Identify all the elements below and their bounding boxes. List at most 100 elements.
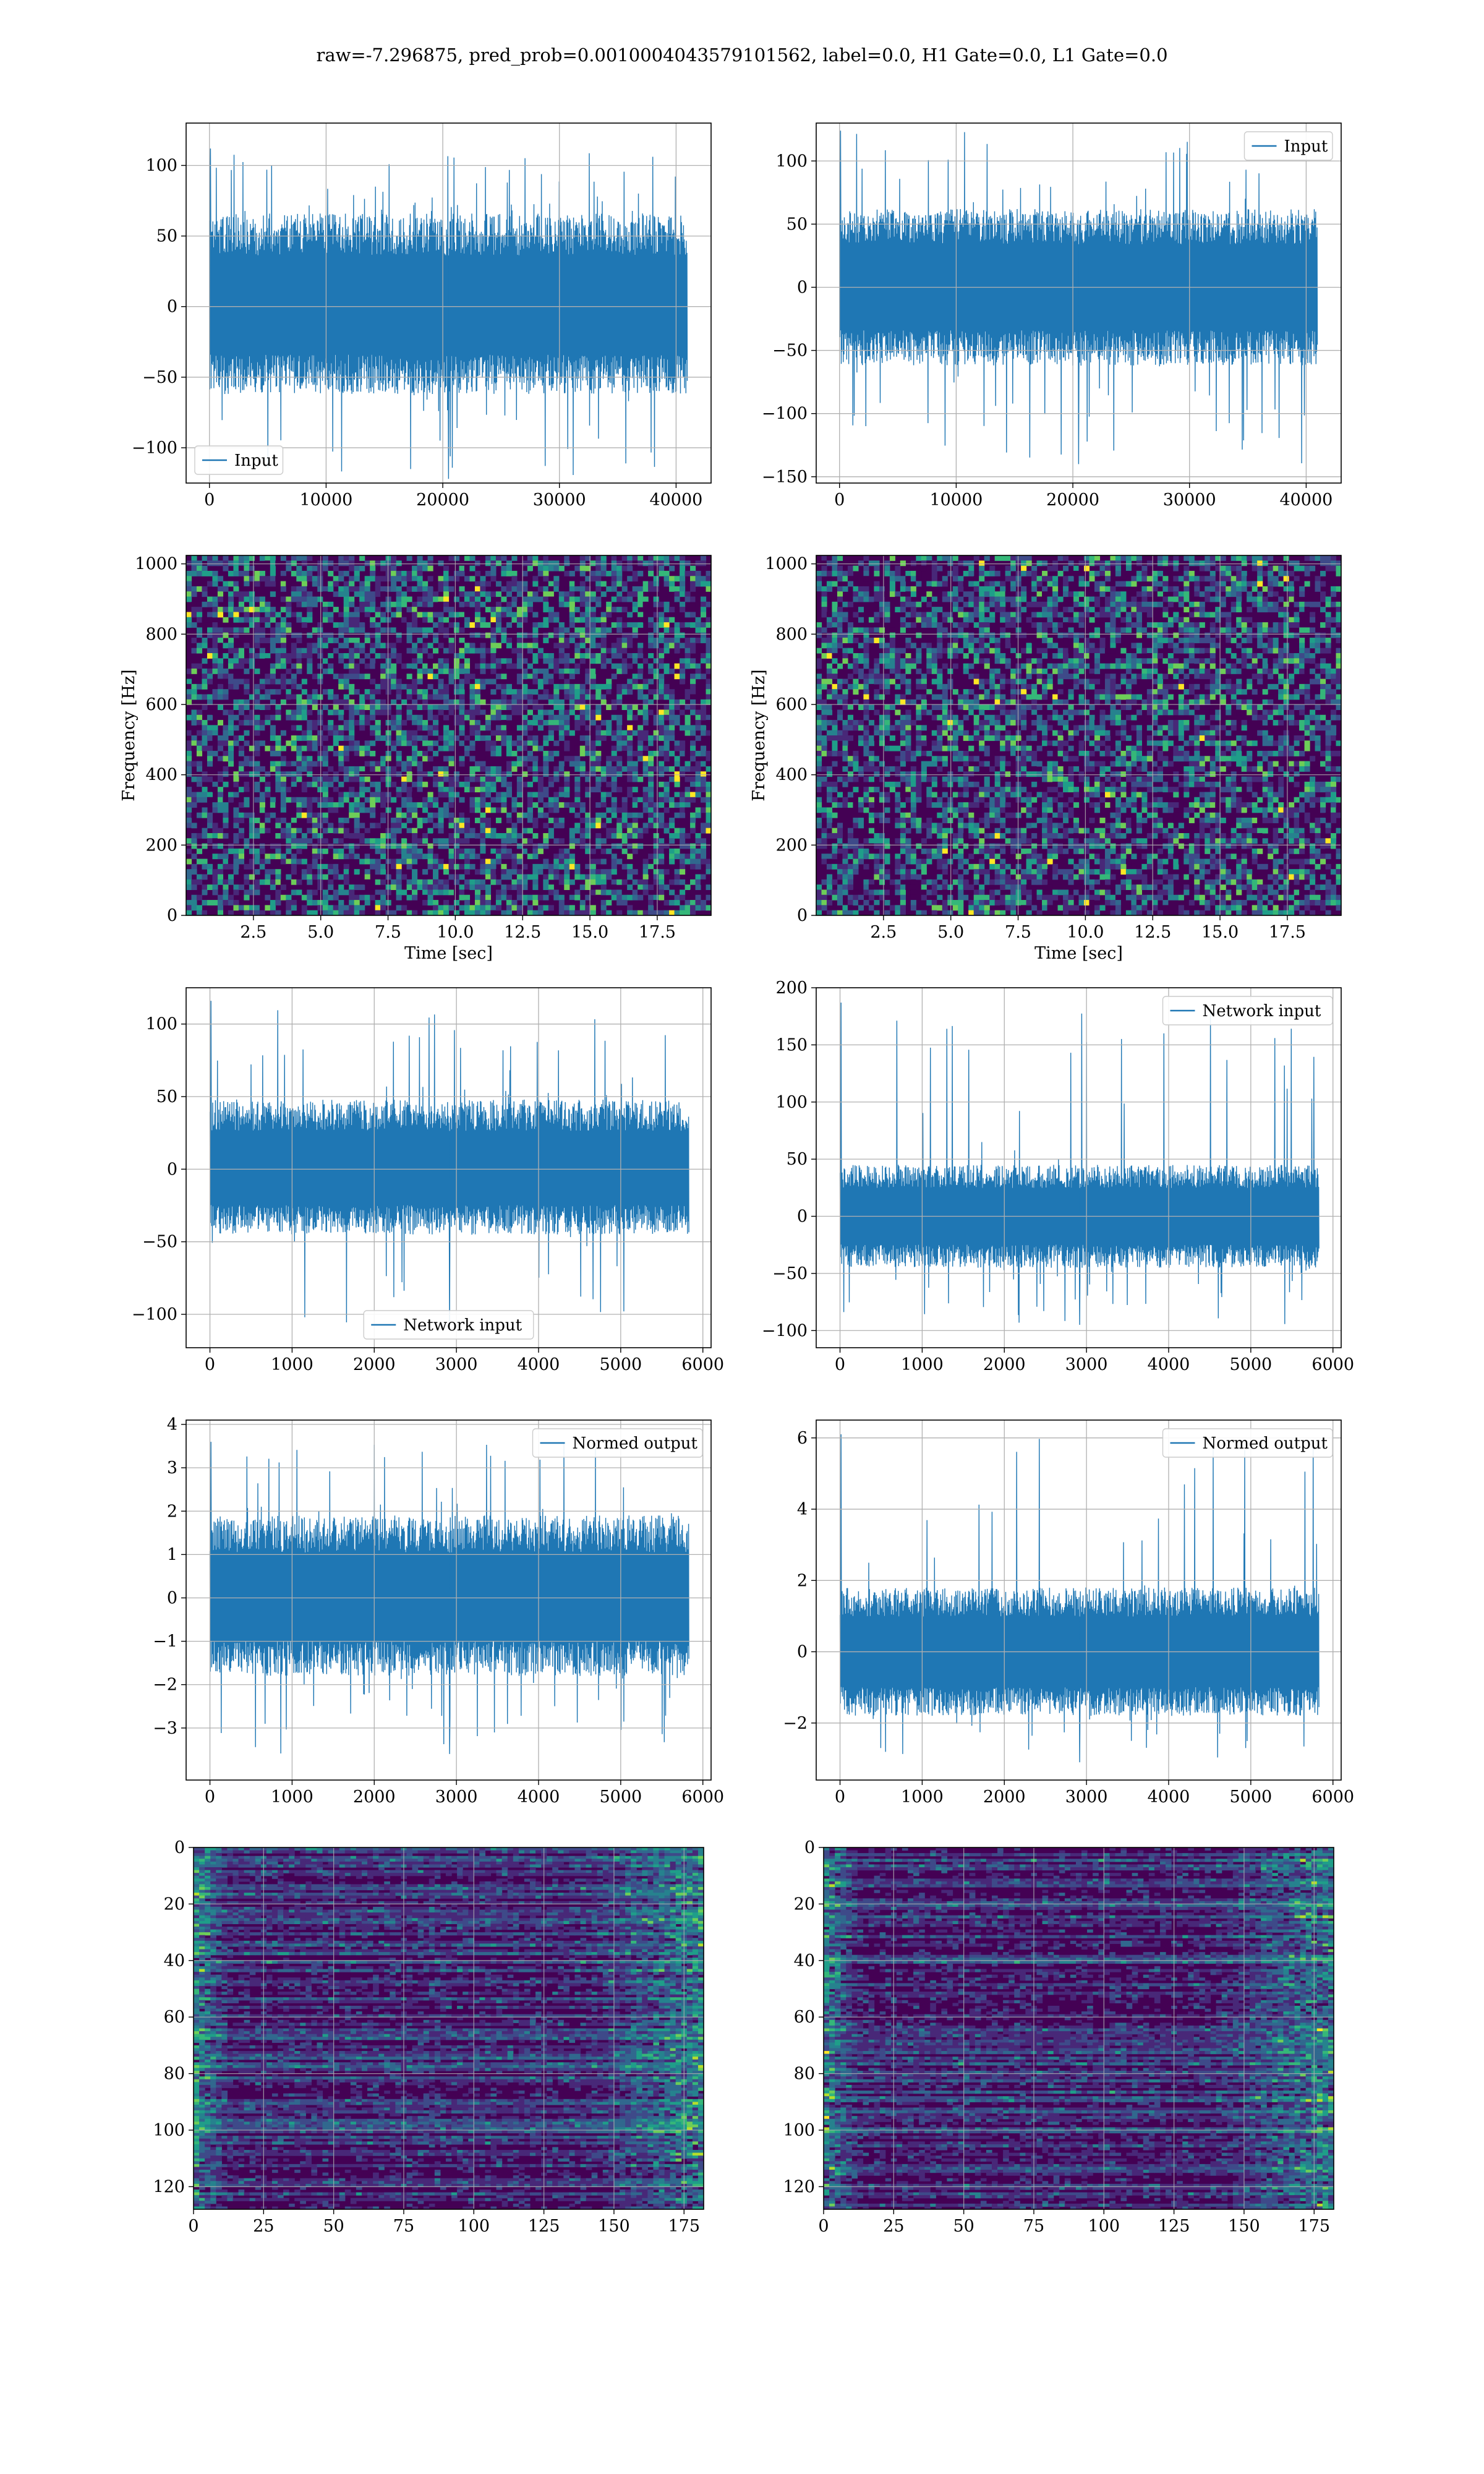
h1-spectrogram-cell	[312, 869, 318, 875]
h1-spectrogram-cell	[438, 560, 444, 567]
l1-spectrogram-cell	[853, 658, 859, 664]
h1-spectrogram-cell	[459, 797, 465, 803]
h1-spectrogram-cell	[574, 704, 581, 711]
h1-spectrogram-cell	[642, 802, 649, 808]
h1-spectrogram-cell	[349, 560, 355, 567]
h1-spectrogram-cell	[480, 658, 486, 664]
h1-spectrogram-cell	[663, 658, 670, 664]
h1-spectrogram-cell	[695, 833, 701, 839]
h1-spectrogram-cell	[569, 730, 575, 736]
h1-spectrogram-cell	[233, 586, 239, 592]
h1-spectrogram-cell	[233, 570, 239, 576]
l1-spectrogram-cell	[879, 818, 885, 823]
h1-spectrogram-cell	[380, 854, 386, 860]
l1-spectrogram-cell	[821, 766, 827, 772]
h1-spectrogram-cell	[259, 766, 265, 772]
h1-spectrogram-cell	[627, 632, 633, 638]
h1-spectrogram-cell	[485, 910, 492, 915]
h1-spectrogram-cell	[511, 581, 518, 587]
h1-spectrogram-cell	[265, 581, 271, 587]
h1-spectrogram-cell	[585, 863, 591, 870]
h1-spectrogram-cell	[396, 874, 402, 880]
h1-spectrogram-cell	[280, 854, 286, 860]
h1-spectrogram-cell	[621, 565, 628, 571]
h1-spectrogram-cell	[186, 869, 192, 875]
h1-spectrogram-cell	[558, 879, 565, 885]
h1-spectrogram-cell	[527, 807, 533, 813]
h1-spectrogram-cell	[228, 683, 234, 690]
h1-spectrogram-cell	[322, 586, 328, 592]
h1-spectrogram-cell	[433, 704, 439, 711]
h1-spectrogram-cell	[307, 720, 313, 726]
l1-spectrogram-cell	[874, 725, 880, 731]
h1-spectrogram-cell	[579, 745, 586, 751]
h1-spectrogram-cell	[317, 560, 323, 567]
h1-spectrogram-cell	[627, 643, 633, 649]
h1-spectrogram-cell	[516, 854, 522, 860]
h1-spectrogram-cell	[406, 668, 412, 674]
h1-spectrogram-cell	[443, 863, 450, 870]
h1-spectrogram-cell	[627, 905, 633, 911]
l1-input-xtick-label: 30000	[1163, 490, 1216, 510]
h1-spectrogram-cell	[275, 678, 281, 685]
h1-spectrogram-cell	[453, 699, 460, 705]
l1-spectrogram-cell	[842, 910, 848, 915]
h1-spectrogram-cell	[701, 699, 707, 705]
h1-spectrogram-cell	[600, 643, 607, 649]
l1-spectrogram-cell	[837, 627, 843, 633]
h1-spectrogram-cell	[659, 678, 665, 685]
h1-spectrogram-cell	[349, 627, 355, 633]
h1-spectrogram-cell	[380, 792, 386, 798]
h1-spectrogram-cell	[391, 843, 397, 849]
h1-spectrogram-cell	[495, 581, 501, 587]
h1-spectrogram-cell	[270, 638, 276, 643]
h1-spectrogram-cell	[307, 879, 313, 885]
h1-spectrogram-cell	[511, 601, 518, 607]
h1-spectrogram-cell	[228, 648, 234, 654]
l1-spectrogram-cell	[842, 570, 848, 576]
h1-spectrogram-cell	[196, 750, 203, 756]
h1-spectrogram-cell	[259, 653, 265, 659]
h1-spectrogram-cell	[585, 596, 591, 602]
h1-spectrogram-cell	[453, 714, 460, 721]
h1-spectrogram-cell	[574, 823, 581, 829]
h1-spectrogram-cell	[611, 648, 617, 654]
h1-spectrogram-cell	[233, 704, 239, 711]
h1-spectrogram-cell	[238, 761, 244, 767]
l1-spectrogram-cell	[863, 570, 869, 576]
h1-spectrogram-cell	[701, 807, 707, 813]
h1-spectrogram-cell	[212, 622, 218, 628]
h1-spectrogram-cell	[543, 607, 549, 613]
h1-spectrogram-cell	[579, 694, 586, 700]
h1-spectrogram-cell	[207, 627, 213, 633]
l1-spectrogram-cell	[863, 838, 869, 844]
h1-spectrogram-cell	[474, 648, 481, 654]
h1-spectrogram-cell	[443, 668, 450, 674]
h1-spectrogram-cell	[396, 689, 402, 695]
h1-spectrogram-cell	[537, 668, 544, 674]
h1-spectrogram-cell	[312, 781, 318, 787]
h1-spectrogram-cell	[663, 750, 670, 756]
h1-spectrogram-cell	[680, 797, 686, 803]
h1-spectrogram-cell	[532, 766, 539, 772]
h1-spectrogram-cell	[653, 596, 659, 602]
h1-spectrogram-cell	[254, 694, 260, 700]
h1-spectrogram-cell	[501, 704, 507, 711]
h1-spectrogram-cell	[391, 818, 397, 823]
h1-spectrogram-cell	[244, 761, 250, 767]
h1-spectrogram-cell	[291, 900, 297, 905]
h1-spectrogram-cell	[280, 771, 286, 777]
h1-spectrogram-cell	[606, 648, 612, 654]
h1-spectrogram-cell	[511, 863, 518, 870]
h1-spectrogram-cell	[265, 576, 271, 582]
h1-spectrogram-cell	[328, 863, 334, 870]
h1-spectrogram-cell	[459, 565, 465, 571]
h1-spectrogram-cell	[343, 725, 349, 731]
h1-spectrogram-cell	[648, 570, 654, 576]
h1-spectrogram-cell	[490, 699, 497, 705]
h1-spectrogram-cell	[553, 771, 560, 777]
h1-spectrogram-cell	[417, 776, 423, 782]
l1-spectrogram-cell	[837, 576, 843, 582]
h1-spectrogram-cell	[438, 694, 444, 700]
h1-spectrogram-cell	[338, 725, 344, 731]
